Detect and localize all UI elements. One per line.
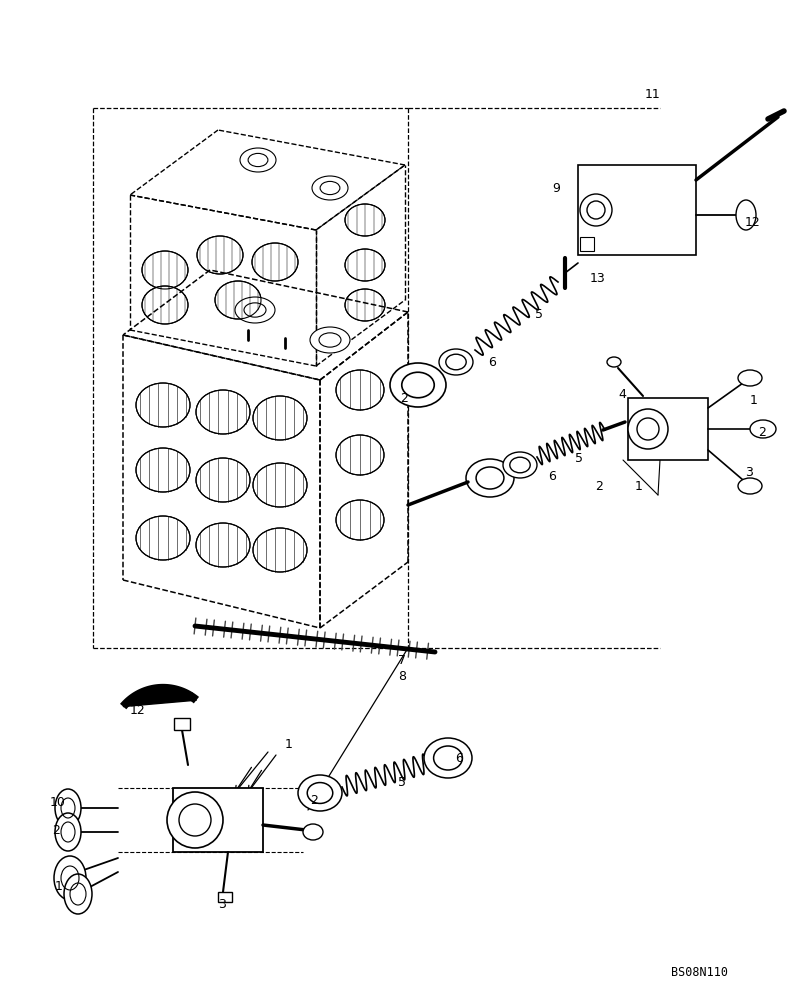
Text: 2: 2: [595, 481, 603, 493]
Text: BS08N110: BS08N110: [671, 966, 729, 978]
Text: 5: 5: [535, 308, 543, 322]
Ellipse shape: [345, 289, 385, 321]
Ellipse shape: [628, 409, 668, 449]
Ellipse shape: [240, 148, 276, 172]
Text: 13: 13: [590, 271, 606, 284]
Text: 3: 3: [745, 466, 753, 479]
Ellipse shape: [196, 458, 250, 502]
Text: 12: 12: [745, 216, 761, 229]
Ellipse shape: [55, 789, 81, 827]
Ellipse shape: [136, 448, 190, 492]
Ellipse shape: [312, 176, 348, 200]
Ellipse shape: [336, 370, 384, 410]
Ellipse shape: [142, 286, 188, 324]
Ellipse shape: [298, 775, 342, 811]
Polygon shape: [123, 688, 196, 707]
Text: 1: 1: [750, 393, 758, 406]
Ellipse shape: [235, 297, 275, 323]
Ellipse shape: [345, 204, 385, 236]
Ellipse shape: [253, 463, 307, 507]
Ellipse shape: [54, 856, 86, 900]
Ellipse shape: [439, 349, 473, 375]
Ellipse shape: [215, 281, 261, 319]
Ellipse shape: [736, 200, 756, 230]
Text: 11: 11: [645, 89, 661, 102]
Text: 1: 1: [55, 880, 63, 894]
Ellipse shape: [424, 738, 472, 778]
Ellipse shape: [167, 792, 223, 848]
Ellipse shape: [750, 420, 776, 438]
Bar: [578, 165, 696, 255]
Ellipse shape: [197, 236, 243, 274]
Bar: [218, 892, 232, 902]
Ellipse shape: [253, 396, 307, 440]
Text: 6: 6: [488, 357, 496, 369]
Bar: [580, 237, 594, 251]
Ellipse shape: [607, 357, 621, 367]
Text: 2: 2: [400, 391, 408, 404]
Text: 5: 5: [575, 452, 583, 464]
Ellipse shape: [336, 500, 384, 540]
Bar: [173, 788, 263, 852]
Ellipse shape: [336, 435, 384, 475]
Text: 7: 7: [398, 654, 406, 666]
Ellipse shape: [64, 874, 92, 914]
Text: 5: 5: [398, 776, 406, 788]
Text: 2: 2: [758, 426, 766, 438]
Text: 6: 6: [455, 752, 463, 764]
Ellipse shape: [503, 452, 537, 478]
Text: 12: 12: [130, 704, 145, 716]
Ellipse shape: [466, 459, 514, 497]
Bar: [174, 718, 190, 730]
Text: 1: 1: [635, 481, 643, 493]
Ellipse shape: [136, 516, 190, 560]
Ellipse shape: [196, 523, 250, 567]
Text: 9: 9: [552, 182, 560, 194]
Ellipse shape: [390, 363, 446, 407]
Text: 2: 2: [310, 794, 318, 806]
Ellipse shape: [253, 528, 307, 572]
Text: 2: 2: [52, 824, 60, 836]
Text: 10: 10: [50, 796, 66, 808]
Text: 6: 6: [548, 470, 556, 483]
Text: 1: 1: [285, 738, 292, 752]
Ellipse shape: [310, 327, 350, 353]
Ellipse shape: [345, 249, 385, 281]
Text: 3: 3: [218, 898, 226, 912]
Ellipse shape: [580, 194, 612, 226]
Ellipse shape: [136, 383, 190, 427]
Ellipse shape: [738, 478, 762, 494]
Ellipse shape: [55, 813, 81, 851]
Ellipse shape: [196, 390, 250, 434]
Ellipse shape: [252, 243, 298, 281]
Ellipse shape: [738, 370, 762, 386]
Ellipse shape: [303, 824, 323, 840]
Text: 4: 4: [618, 388, 626, 401]
Ellipse shape: [142, 251, 188, 289]
Text: 8: 8: [398, 670, 406, 682]
Bar: [628, 398, 708, 460]
